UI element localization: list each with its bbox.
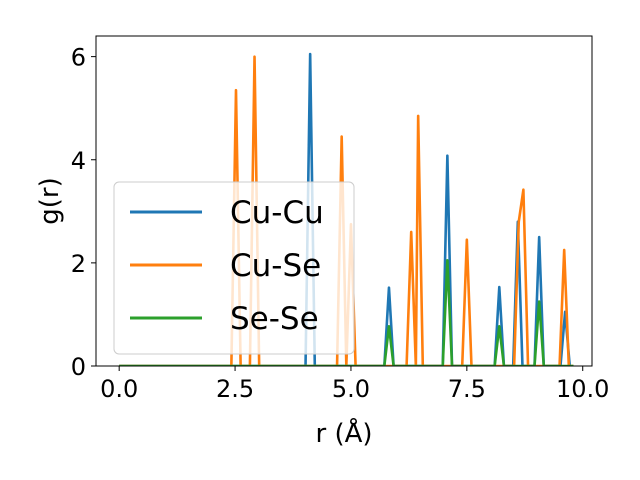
x-tick-label: 10.0 bbox=[556, 375, 609, 403]
axes-layer: 0.0 2.5 5.0 7.5 10.0 0 2 4 6 bbox=[71, 44, 610, 403]
y-axis-label: g(r) bbox=[35, 177, 65, 224]
series-line-cu-cu bbox=[119, 52, 572, 366]
x-tick-label: 5.0 bbox=[332, 375, 370, 403]
legend-label: Se-Se bbox=[230, 301, 319, 337]
x-axis-label: r (Å) bbox=[315, 417, 372, 449]
series-line-se-se bbox=[119, 258, 574, 366]
legend-label: Cu-Se bbox=[230, 248, 321, 284]
legend: Cu-Cu Cu-Se Se-Se bbox=[113, 181, 355, 355]
legend-label: Cu-Cu bbox=[230, 195, 324, 231]
x-tick-label: 2.5 bbox=[216, 375, 254, 403]
x-tick-label: 0.0 bbox=[100, 375, 138, 403]
legend-box bbox=[113, 181, 355, 355]
y-tick-label: 2 bbox=[71, 250, 86, 278]
y-tick-label: 4 bbox=[71, 147, 86, 175]
y-tick-label: 0 bbox=[71, 353, 86, 381]
plot-area-frame bbox=[95, 35, 593, 367]
x-tick-label: 7.5 bbox=[448, 375, 486, 403]
y-tick-label: 6 bbox=[71, 44, 86, 72]
